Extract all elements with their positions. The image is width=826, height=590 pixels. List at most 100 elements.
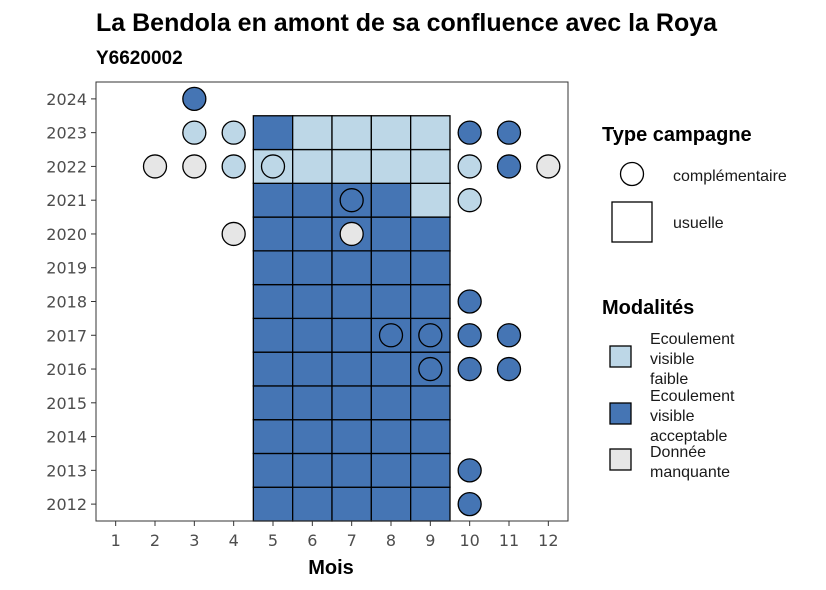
complementaire-point-2017-8 [380,324,403,347]
usuelle-cell-2018-7 [332,285,371,319]
legend-type-label-usuelle: usuelle [673,215,724,232]
complementaire-point-2022-12 [537,155,560,178]
x-axis-title: Mois [308,557,354,579]
complementaire-point-2020-7 [340,222,363,245]
legend: Type campagne complémentaire usuelle Moda… [602,124,787,481]
y-tick-label: 2022 [46,157,87,176]
y-tick-label: 2021 [46,191,87,210]
complementaire-point-2023-3 [183,121,206,144]
usuelle-cell-2020-5 [253,217,292,251]
usuelle-cell-2023-9 [411,116,450,150]
usuelle-cell-2016-8 [371,352,410,386]
usuelle-cell-2012-9 [411,487,450,521]
complementaire-point-2022-5 [262,155,285,178]
complementaire-point-2022-4 [222,155,245,178]
legend-key-acceptable [610,403,631,424]
usuelle-cell-2017-5 [253,318,292,352]
complementaire-point-2012-10 [458,493,481,516]
usuelle-cell-2013-6 [293,453,332,487]
usuelle-cell-2012-8 [371,487,410,521]
usuelle-cell-2023-7 [332,116,371,150]
complementaire-point-2023-4 [222,121,245,144]
usuelle-cell-2018-6 [293,285,332,319]
complementaire-point-2017-10 [458,324,481,347]
legend-type-items: complémentaire usuelle [612,163,787,243]
legend-label-acceptable: Ecoulement [650,388,735,405]
usuelle-cell-2014-5 [253,420,292,454]
usuelle-cell-2023-8 [371,116,410,150]
y-tick-label: 2015 [46,394,87,413]
complementaire-point-2022-2 [144,155,167,178]
usuelle-cell-2013-9 [411,453,450,487]
usuelle-cell-2019-6 [293,251,332,285]
complementaire-point-2021-10 [458,189,481,212]
usuelle-cell-2017-7 [332,318,371,352]
usuelle-cell-2022-9 [411,150,450,184]
usuelle-cell-2019-5 [253,251,292,285]
usuelle-cell-2022-8 [371,150,410,184]
complementaire-point-2022-10 [458,155,481,178]
usuelle-cell-2015-7 [332,386,371,420]
usuelle-cell-2023-6 [293,116,332,150]
usuelle-cell-2021-5 [253,183,292,217]
legend-modal-title: Modalités [602,297,694,319]
legend-modal-items: EcoulementvisiblefaibleEcoulementvisible… [610,331,735,481]
x-tick-label: 6 [307,531,317,550]
x-tick-label: 8 [386,531,396,550]
x-tick-label: 3 [189,531,199,550]
usuelle-cell-2014-8 [371,420,410,454]
x-tick-label: 10 [459,531,479,550]
x-tick-label: 4 [229,531,239,550]
legend-label-acceptable: acceptable [650,428,727,445]
usuelle-cell-2022-6 [293,150,332,184]
legend-label-faible: faible [650,371,688,388]
usuelle-cell-2018-8 [371,285,410,319]
legend-square-icon [612,202,652,242]
legend-type-label-complementaire: complémentaire [673,168,787,185]
y-tick-label: 2023 [46,124,87,143]
x-tick-label: 11 [499,531,519,550]
y-tick-label: 2019 [46,259,87,278]
y-tick-label: 2012 [46,495,87,514]
legend-key-faible [610,346,631,367]
usuelle-cell-2020-8 [371,217,410,251]
usuelle-cell-2015-8 [371,386,410,420]
usuelle-cell-2015-9 [411,386,450,420]
x-tick-label: 9 [425,531,435,550]
usuelle-cell-2015-5 [253,386,292,420]
usuelle-cell-2019-7 [332,251,371,285]
y-tick-label: 2017 [46,326,87,345]
y-tick-label: 2014 [46,428,87,447]
complementaire-point-2017-11 [498,324,521,347]
complementaire-point-2016-11 [498,358,521,381]
legend-label-faible: visible [650,351,695,368]
usuelle-cell-2016-6 [293,352,332,386]
usuelle-cell-2012-7 [332,487,371,521]
legend-key-manquante [610,449,631,470]
y-axis: 2012 2013 2014 2015 2016 2017 2018 2019 2020 2021… [46,90,96,514]
y-tick-label: 2020 [46,225,87,244]
usuelle-cell-2023-5 [253,116,292,150]
legend-circle-icon [621,163,644,186]
complementaire-point-2022-11 [498,155,521,178]
usuelle-cell-2016-5 [253,352,292,386]
legend-label-manquante: Donnée [650,444,706,461]
legend-type-title: Type campagne [602,124,752,146]
usuelle-cell-2017-6 [293,318,332,352]
usuelle-cell-2018-5 [253,285,292,319]
complementaire-point-2016-9 [419,358,442,381]
complementaire-point-2022-3 [183,155,206,178]
x-axis: 1 2 3 4 5 6 7 8 9 10 11 12 [111,521,559,550]
complementaire-point-2017-9 [419,324,442,347]
usuelle-cell-2014-7 [332,420,371,454]
usuelle-cell-2021-8 [371,183,410,217]
complementaire-point-2021-7 [340,189,363,212]
usuelle-cell-2013-8 [371,453,410,487]
y-tick-label: 2016 [46,360,87,379]
usuelle-cell-2020-6 [293,217,332,251]
complementaire-point-2023-11 [498,121,521,144]
usuelle-cell-2016-7 [332,352,371,386]
complementaire-point-2024-3 [183,87,206,110]
usuelle-cell-2019-8 [371,251,410,285]
x-tick-label: 12 [538,531,558,550]
